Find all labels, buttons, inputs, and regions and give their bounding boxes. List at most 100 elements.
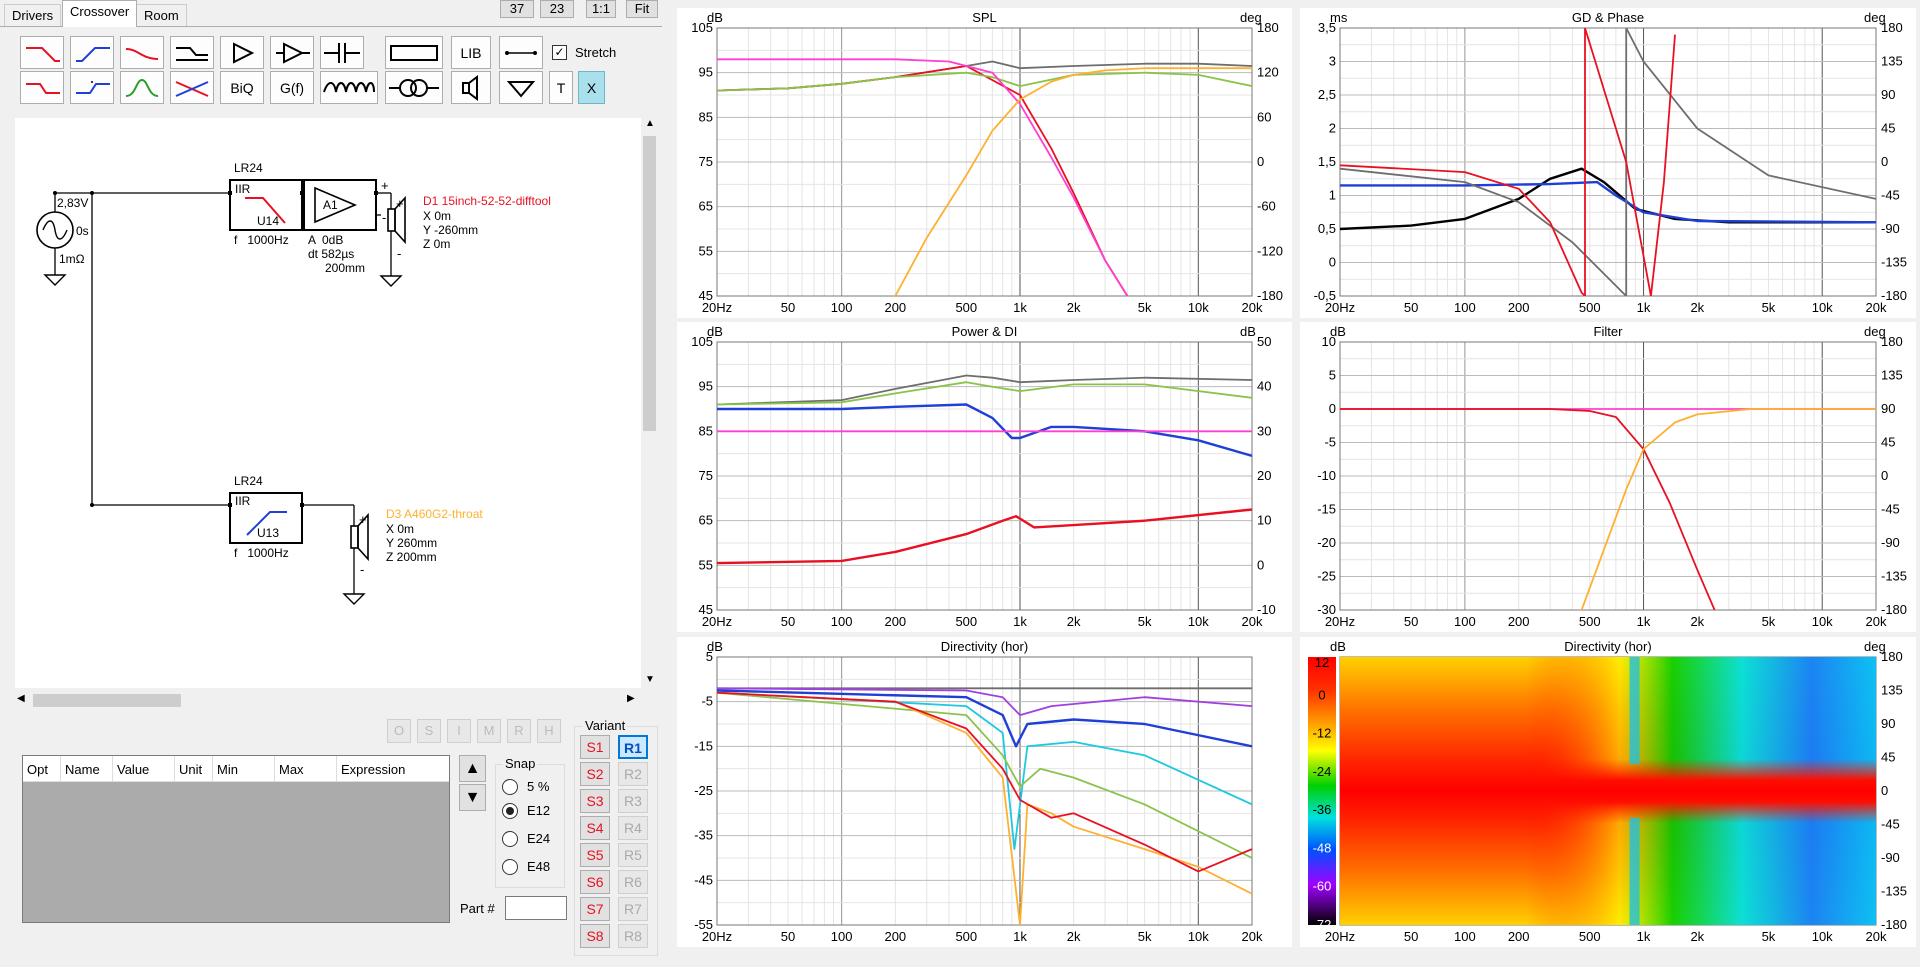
snap-e12-radio[interactable] (502, 803, 518, 819)
variant-s6-button[interactable]: S6 (580, 870, 610, 894)
x-tick-label: 200 (1508, 300, 1530, 315)
amp-distance: 200mm (325, 261, 366, 275)
column-opt[interactable]: Opt (23, 756, 61, 781)
vscroll-thumb[interactable] (643, 136, 656, 431)
capacitor-tool[interactable] (320, 36, 364, 69)
series-line-purple (717, 687, 1252, 716)
filter-chart[interactable]: Filter dB deg 20Hz 50 100 200 500 1k 2k 5k 10k 20k 10… (1300, 322, 1916, 632)
variant-s4-button[interactable]: S4 (580, 816, 610, 840)
scroll-left-icon[interactable]: ◀ (17, 693, 25, 704)
tab-crossover[interactable]: Crossover (62, 0, 138, 27)
x-tick-label: 50 (1404, 929, 1418, 944)
variant-s5-button[interactable]: S5 (580, 843, 610, 867)
bandpass-tool[interactable] (120, 71, 164, 104)
panel-s-button[interactable]: S (417, 719, 441, 743)
svg-text:+: + (359, 512, 367, 527)
tab-room[interactable]: Room (136, 4, 187, 26)
variant-r2-button[interactable]: R2 (618, 762, 648, 786)
notch-tool[interactable] (170, 71, 214, 104)
series-line-orange (1580, 408, 1876, 610)
driver-tool[interactable] (451, 71, 491, 104)
column-max[interactable]: Max (275, 756, 337, 781)
directivity-chart[interactable]: Directivity (hor) dB 20Hz 50 100 200 500 1k 2k 5k… (677, 637, 1292, 947)
y2-tick-label: 180 (1881, 20, 1903, 35)
variant-s7-button[interactable]: S7 (580, 897, 610, 921)
driver2-name[interactable]: D3 A460G2-throat (386, 507, 483, 521)
wire-tool[interactable] (499, 36, 543, 69)
variant-r4-button[interactable]: R4 (618, 816, 648, 840)
stretch-checkbox[interactable]: ✓ (552, 45, 567, 60)
column-name[interactable]: Name (61, 756, 113, 781)
variant-r5-button[interactable]: R5 (618, 843, 648, 867)
zoom-23-button[interactable]: 23 (540, 0, 574, 18)
transformer-tool[interactable] (385, 71, 443, 104)
resistor-tool[interactable] (385, 36, 443, 69)
parameter-table[interactable]: Opt Name Value Unit Min Max Expression (22, 755, 450, 923)
schematic-vscroll[interactable]: ▲ ▼ (641, 118, 658, 688)
lib-button[interactable]: LIB (451, 36, 491, 69)
column-expression[interactable]: Expression (341, 762, 406, 777)
schematic-canvas[interactable]: + - + - + - 2,83V 0s 1mΩ LR24 IIR U14 f … (15, 118, 643, 688)
column-unit[interactable]: Unit (175, 756, 213, 781)
variant-s8-button[interactable]: S8 (580, 924, 610, 948)
x-tick-label: 5k (1138, 614, 1152, 629)
zoom-37-button[interactable]: 37 (500, 0, 534, 18)
schematic-hscroll[interactable]: ◀ ▶ (15, 692, 641, 709)
variant-s2-button[interactable]: S2 (580, 762, 610, 786)
text-tool[interactable]: T (549, 71, 573, 104)
zoom-1to1-button[interactable]: 1:1 (586, 0, 616, 18)
directivity-heatmap[interactable]: Directivity (hor) dB deg 20Hz 50 100 200 500 1k 2… (1300, 637, 1916, 947)
variant-r1-button[interactable]: R1 (618, 735, 648, 759)
column-min[interactable]: Min (213, 756, 275, 781)
power-di-chart[interactable]: Power & DI dB dB 20Hz 50 100 200 500 1k 2k 5k 10k 20… (677, 322, 1292, 632)
variant-r7-button[interactable]: R7 (618, 897, 648, 921)
driver1-name[interactable]: D1 15inch-52-52-difftool (423, 194, 551, 208)
column-value[interactable]: Value (113, 756, 175, 781)
scroll-up-icon[interactable]: ▲ (645, 118, 655, 129)
move-up-button[interactable]: ▲ (459, 755, 486, 782)
x-tick-label: 50 (1404, 614, 1418, 629)
variant-r3-button[interactable]: R3 (618, 789, 648, 813)
snap-5pct-radio[interactable] (502, 779, 518, 795)
variant-s1-button[interactable]: S1 (580, 735, 610, 759)
panel-h-button[interactable]: H (537, 719, 561, 743)
capacitor-icon (324, 42, 360, 63)
delete-tool[interactable]: X (578, 71, 605, 104)
highpass-tool[interactable] (70, 36, 114, 69)
lowpass-shelf-tool[interactable] (120, 36, 164, 69)
y-axis-unit-right: dB (1240, 324, 1256, 339)
lowpass2-tool[interactable] (20, 71, 64, 104)
hscroll-thumb[interactable] (33, 694, 181, 707)
snap-e48-radio[interactable] (502, 859, 518, 875)
transfer-function-tool[interactable]: G(f) (270, 71, 314, 104)
variant-s3-button[interactable]: S3 (580, 789, 610, 813)
lowpass-tool[interactable] (20, 36, 64, 69)
highpass2-tool[interactable] (70, 71, 114, 104)
inductor-tool[interactable] (320, 71, 378, 104)
part-number-input[interactable] (505, 896, 567, 920)
buffer-tool[interactable] (270, 36, 314, 69)
tab-drivers[interactable]: Drivers (4, 4, 62, 26)
move-down-button[interactable]: ▼ (459, 784, 486, 811)
panel-o-button[interactable]: O (387, 719, 411, 743)
y-axis-unit-left: dB (707, 324, 723, 339)
y-axis-unit-left: ms (1330, 10, 1348, 25)
ground-tool[interactable] (499, 71, 543, 104)
biquad-tool[interactable]: BiQ (220, 71, 264, 104)
gd-phase-chart[interactable]: GD & Phase ms deg 20Hz 50 100 200 500 1k 2k 5k 10k 2… (1300, 8, 1916, 318)
variant-r6-button[interactable]: R6 (618, 870, 648, 894)
scroll-right-icon[interactable]: ▶ (627, 693, 635, 704)
panel-m-button[interactable]: M (477, 719, 501, 743)
zoom-fit-button[interactable]: Fit (626, 0, 658, 18)
spl-chart[interactable]: SPL dB deg 20Hz 50 100 200 500 1k 2k 5k 10k 20k 105 95… (677, 8, 1292, 318)
panel-i-button[interactable]: I (447, 719, 471, 743)
scroll-down-icon[interactable]: ▼ (645, 674, 655, 685)
y2-tick-label: -45 (1881, 817, 1900, 832)
driver1-y: Y -260mm (423, 223, 479, 237)
y2-tick-label: 135 (1881, 368, 1903, 383)
snap-e24-radio[interactable] (502, 831, 518, 847)
allpass-tool[interactable] (170, 36, 214, 69)
panel-r-button[interactable]: R (507, 719, 531, 743)
amplifier-tool[interactable] (220, 36, 264, 69)
variant-r8-button[interactable]: R8 (618, 924, 648, 948)
